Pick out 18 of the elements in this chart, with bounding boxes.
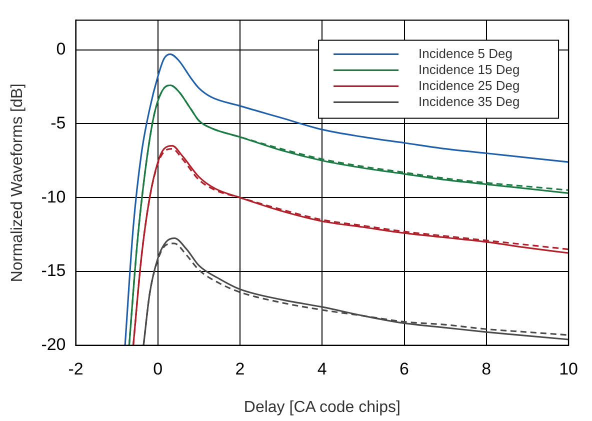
x-tick-label: -2 [68,359,84,378]
y-tick-label: -15 [41,261,66,280]
x-tick-label: 6 [400,359,410,378]
y-tick-label: -20 [41,335,66,354]
legend-label: Incidence 35 Deg [418,94,520,109]
legend-label: Incidence 15 Deg [418,62,520,77]
y-tick-label: -10 [41,187,66,206]
y-tick-label: 0 [56,39,66,58]
legend-label: Incidence 25 Deg [418,78,520,93]
x-axis-title: Delay [CA code chips] [244,398,400,416]
x-tick-label: 10 [559,359,578,378]
legend-label: Incidence 5 Deg [418,46,512,61]
x-tick-label: 8 [482,359,492,378]
x-tick-label: 2 [235,359,245,378]
y-tick-label: -5 [50,113,66,132]
x-tick-label: 0 [153,359,163,378]
y-axis-title: Normalized Waveforms [dB] [9,84,26,282]
x-tick-label: 4 [317,359,327,378]
